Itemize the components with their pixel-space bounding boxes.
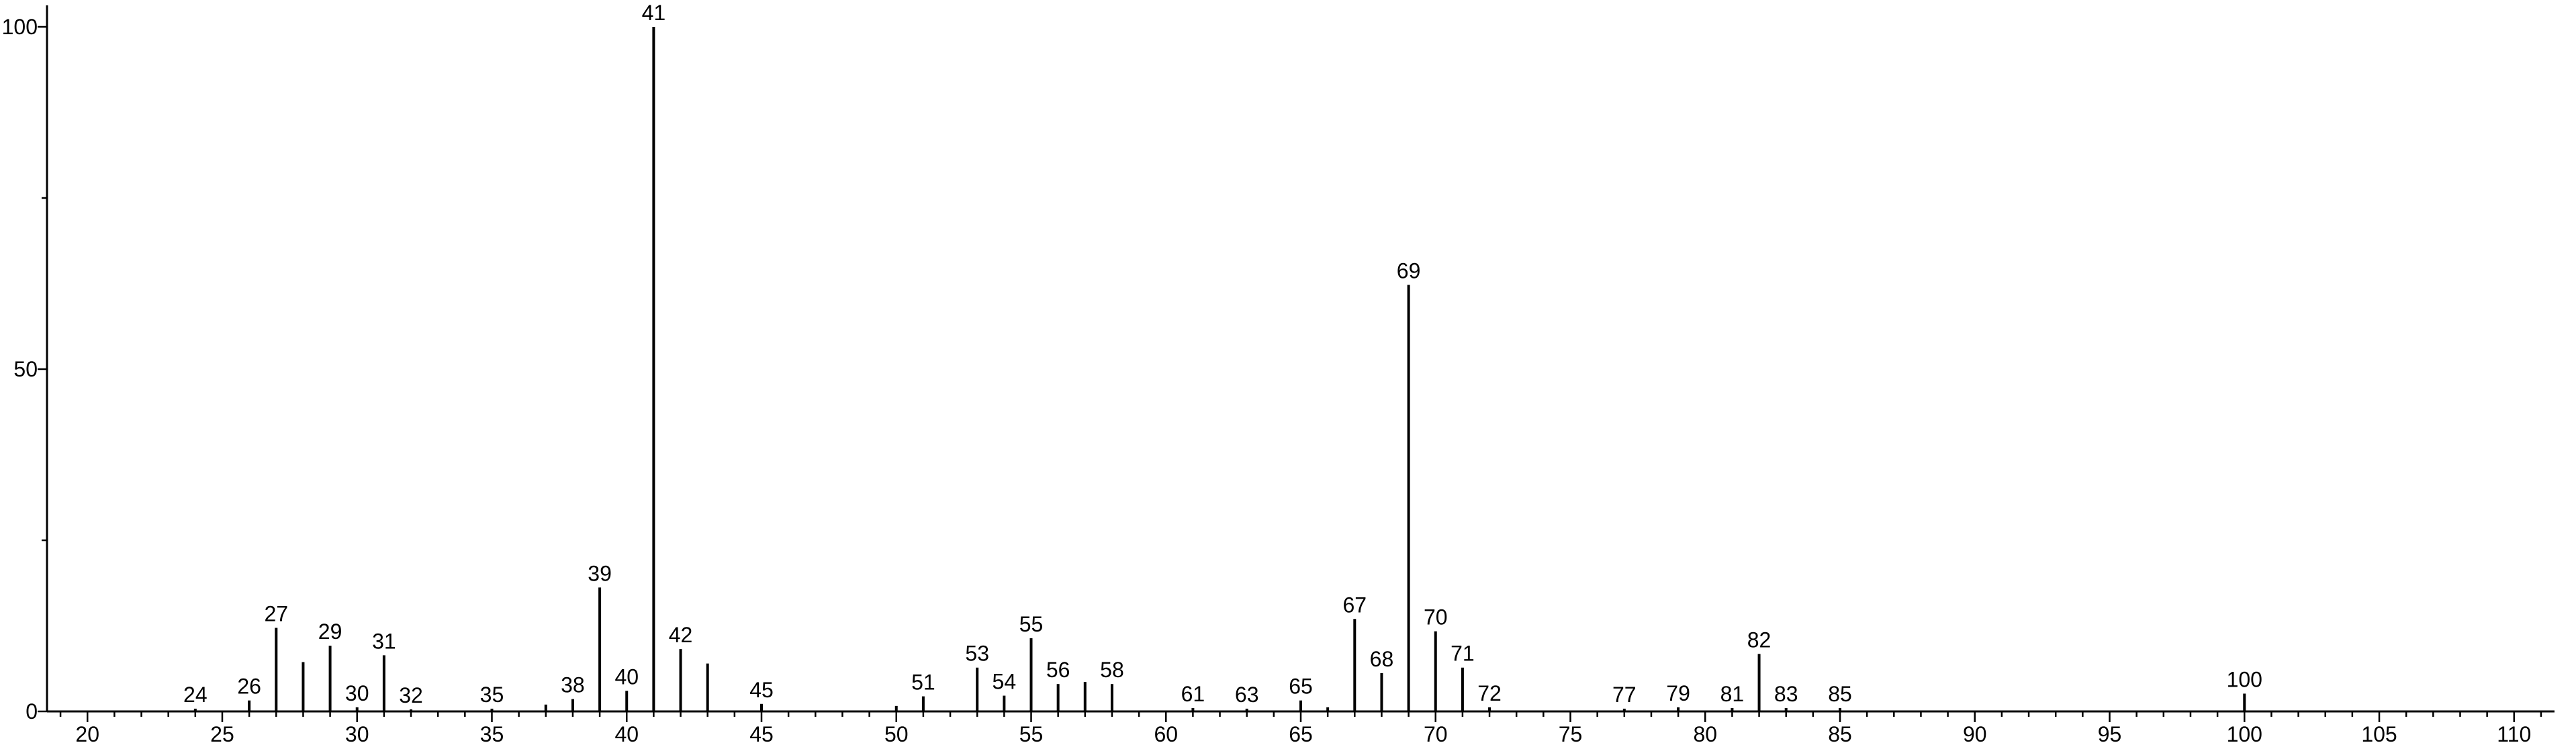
peak-label: 63: [1235, 683, 1259, 707]
x-tick-label: 95: [2098, 722, 2122, 746]
y-tick-label: 0: [26, 699, 38, 723]
x-tick-label: 65: [1289, 722, 1313, 746]
peak-label: 61: [1181, 682, 1205, 706]
peak-label: 77: [1612, 683, 1637, 707]
peak-label: 56: [1046, 658, 1070, 682]
peak-label: 68: [1370, 647, 1394, 671]
peak-label: 40: [614, 664, 639, 689]
peak-label: 30: [345, 681, 369, 705]
x-tick-label: 25: [210, 722, 234, 746]
x-tick-label: 60: [1154, 722, 1178, 746]
peak-label: 67: [1343, 593, 1367, 617]
peak-label: 24: [183, 683, 208, 707]
peak-label: 72: [1477, 681, 1502, 705]
x-tick-label: 80: [1693, 722, 1717, 746]
x-tick-label: 75: [1559, 722, 1583, 746]
peak-label: 58: [1100, 658, 1124, 682]
x-tick-label: 20: [75, 722, 99, 746]
peak-label: 53: [965, 642, 989, 666]
x-tick-label: 55: [1019, 722, 1044, 746]
peak-label: 41: [642, 1, 666, 25]
x-tick-label: 110: [2497, 722, 2531, 746]
peak-label: 71: [1451, 642, 1475, 666]
x-tick-label: 35: [480, 722, 504, 746]
peak-label: 85: [1828, 682, 1852, 706]
peak-label: 45: [749, 678, 774, 702]
peak-label: 55: [1019, 612, 1044, 636]
peak-label: 51: [911, 670, 935, 695]
x-tick-label: 40: [614, 722, 639, 746]
peak-label: 65: [1289, 675, 1313, 699]
x-tick-label: 30: [345, 722, 369, 746]
x-tick-label: 100: [2227, 722, 2262, 746]
peak-label: 35: [480, 683, 504, 707]
axes-layer: 20 25 30 35 40 45 50 55 60 65 70 75 80 85 90 95 100 105 11…: [2, 5, 2555, 746]
x-tick-label: 90: [1963, 722, 1987, 746]
peak-label: 100: [2227, 667, 2262, 691]
peak-label: 54: [993, 670, 1017, 694]
peak-label: 29: [318, 619, 342, 644]
x-tick-label: 50: [884, 722, 909, 746]
peak-label: 79: [1666, 681, 1690, 705]
peak-label: 32: [399, 683, 423, 707]
peak-label: 38: [561, 673, 585, 697]
x-tick-label: 45: [749, 722, 774, 746]
peak-label: 69: [1397, 259, 1421, 283]
peak-label: 42: [669, 623, 693, 647]
peak-label: 83: [1774, 682, 1798, 706]
x-tick-label: 70: [1424, 722, 1448, 746]
peak-label: 70: [1424, 605, 1448, 630]
y-tick-label: 50: [13, 357, 38, 381]
peak-label: 81: [1720, 682, 1745, 706]
y-tick-label: 100: [2, 15, 38, 39]
peak-label: 27: [264, 602, 288, 626]
peak-label: 39: [588, 561, 612, 585]
peak-label: 82: [1747, 628, 1772, 652]
peak-label: 26: [237, 675, 261, 699]
x-tick-label: 85: [1828, 722, 1852, 746]
x-tick-label: 105: [2361, 722, 2397, 746]
peak-label: 31: [372, 629, 396, 653]
